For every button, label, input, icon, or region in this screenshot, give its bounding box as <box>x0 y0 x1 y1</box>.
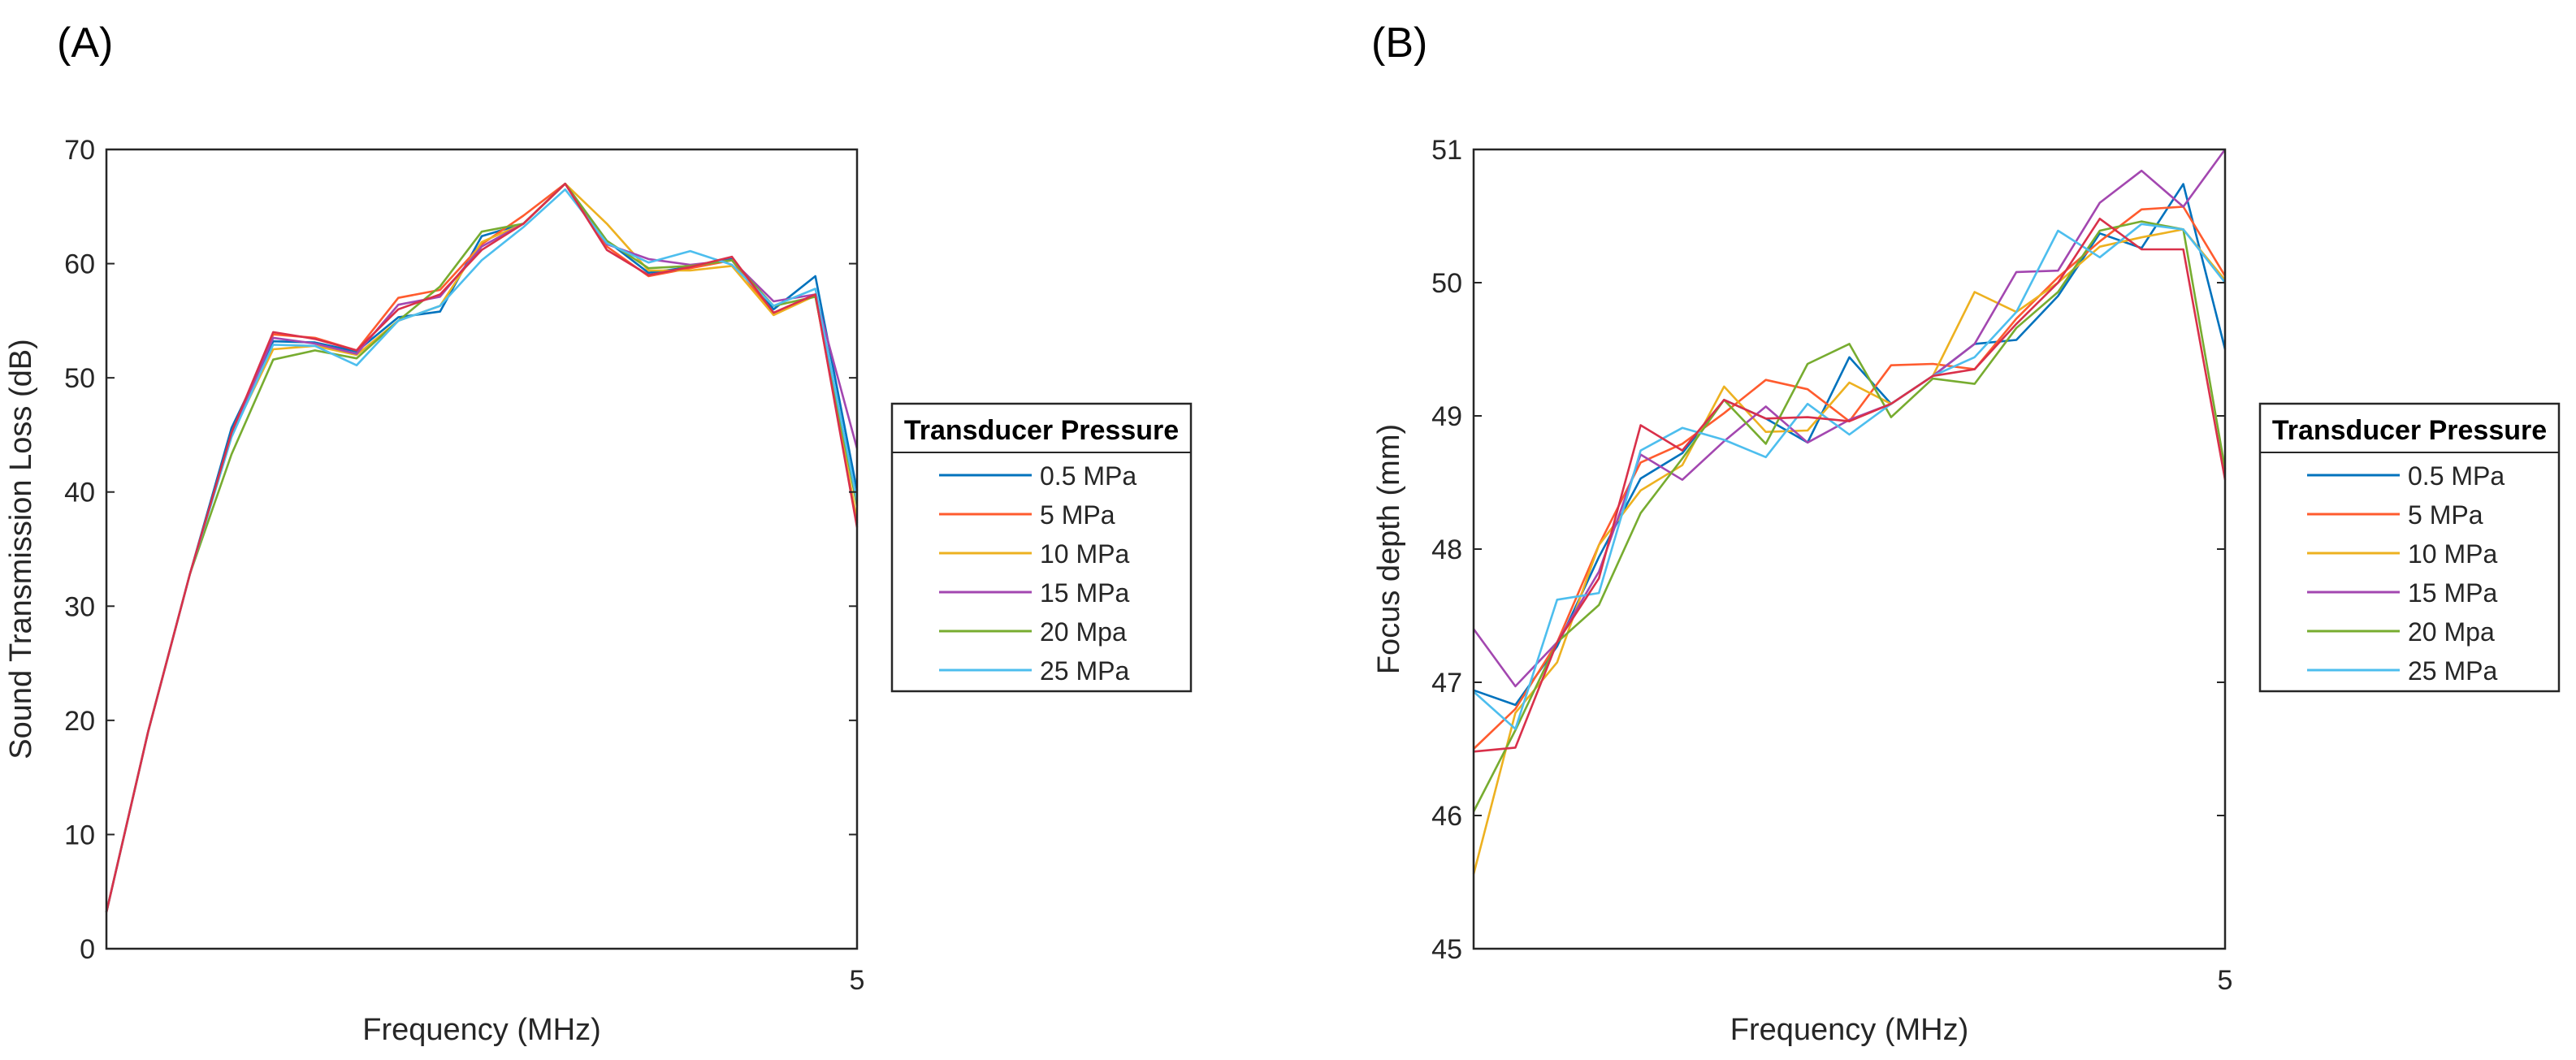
chart-panel-b: (B) 45 46 47 48 49 50 51 5 Frequency (MHz) Focus d… <box>1371 19 2561 1047</box>
legend-item-label: 15 MPa <box>1040 578 1129 608</box>
series-line-25-mpa <box>105 188 859 913</box>
chart-panel-a: (A) 0 10 20 30 40 50 60 70 5 Frequency (MHz) Sound … <box>4 19 1193 1047</box>
series-line-15-mpa <box>1472 149 2227 688</box>
legend-item-label: 20 Mpa <box>1040 617 1127 647</box>
legend-item-label: 0.5 MPa <box>2408 461 2505 491</box>
y-tick-label: 40 <box>64 478 95 508</box>
x-axis-label: Frequency (MHz) <box>362 1013 601 1047</box>
legend-item-label: 15 MPa <box>2408 578 2497 608</box>
series-line-15-mpa <box>105 182 859 913</box>
series-line-10-mpa <box>1472 228 2227 875</box>
y-tick-label: 60 <box>64 249 95 280</box>
legend: Transducer Pressure 0.5 MPa 5 MPa 10 MPa 15 … <box>2258 402 2561 693</box>
legend: Transducer Pressure 0.5 MPa 5 MPa 10 MPa 15 … <box>890 402 1193 693</box>
y-tick-label: 0 <box>80 934 95 965</box>
axes-box <box>1472 148 2227 950</box>
series-line-0-5-mpa <box>105 182 859 913</box>
series-line-5-mpa <box>1473 206 2227 750</box>
series-line-0-5-mpa <box>1473 183 2227 707</box>
y-tick-label: 45 <box>1431 934 1462 965</box>
legend-item-label: 10 MPa <box>2408 539 2497 569</box>
y-tick-label: 47 <box>1431 668 1462 699</box>
y-tick-label: 70 <box>64 135 95 166</box>
legend-item-label: 25 MPa <box>2408 656 2497 686</box>
legend-title: Transducer Pressure <box>2272 415 2547 446</box>
x-tick-label: 5 <box>2218 965 2233 996</box>
y-tick-label: 49 <box>1431 401 1462 432</box>
panel-label: (A) <box>57 19 113 67</box>
series-line-25-mpa <box>1473 223 2227 730</box>
y-axis-label: Focus depth (mm) <box>1372 424 1406 674</box>
series-line-10-mpa <box>105 182 859 913</box>
y-tick-label: 46 <box>1431 801 1462 832</box>
legend-item-label: 5 MPa <box>2408 500 2483 530</box>
y-tick-label: 10 <box>64 820 95 850</box>
panel-label: (B) <box>1371 19 1427 67</box>
x-axis-label: Frequency (MHz) <box>1730 1013 1969 1047</box>
legend-title: Transducer Pressure <box>904 415 1179 446</box>
legend-item-label: 10 MPa <box>1040 539 1129 569</box>
y-tick-label: 51 <box>1431 135 1462 166</box>
series-line-unlabeled <box>1473 217 2227 753</box>
legend-item-label: 25 MPa <box>1040 656 1129 686</box>
y-tick-label: 30 <box>64 591 95 622</box>
series-line-5-mpa <box>105 182 859 913</box>
axes-box <box>105 148 859 950</box>
y-tick-label: 48 <box>1431 534 1462 565</box>
y-tick-label: 50 <box>64 363 95 394</box>
legend-item-label: 5 MPa <box>1040 500 1115 530</box>
legend-item-label: 0.5 MPa <box>1040 461 1136 491</box>
series-line-20-mpa <box>105 182 859 913</box>
series-line-unlabeled <box>105 182 859 913</box>
y-tick-label: 20 <box>64 706 95 737</box>
series-line-20-mpa <box>1472 220 2227 812</box>
x-tick-label: 5 <box>850 965 865 996</box>
y-axis-label: Sound Transmission Loss (dB) <box>4 339 38 759</box>
y-tick-label: 50 <box>1431 268 1462 299</box>
legend-item-label: 20 Mpa <box>2408 617 2495 647</box>
